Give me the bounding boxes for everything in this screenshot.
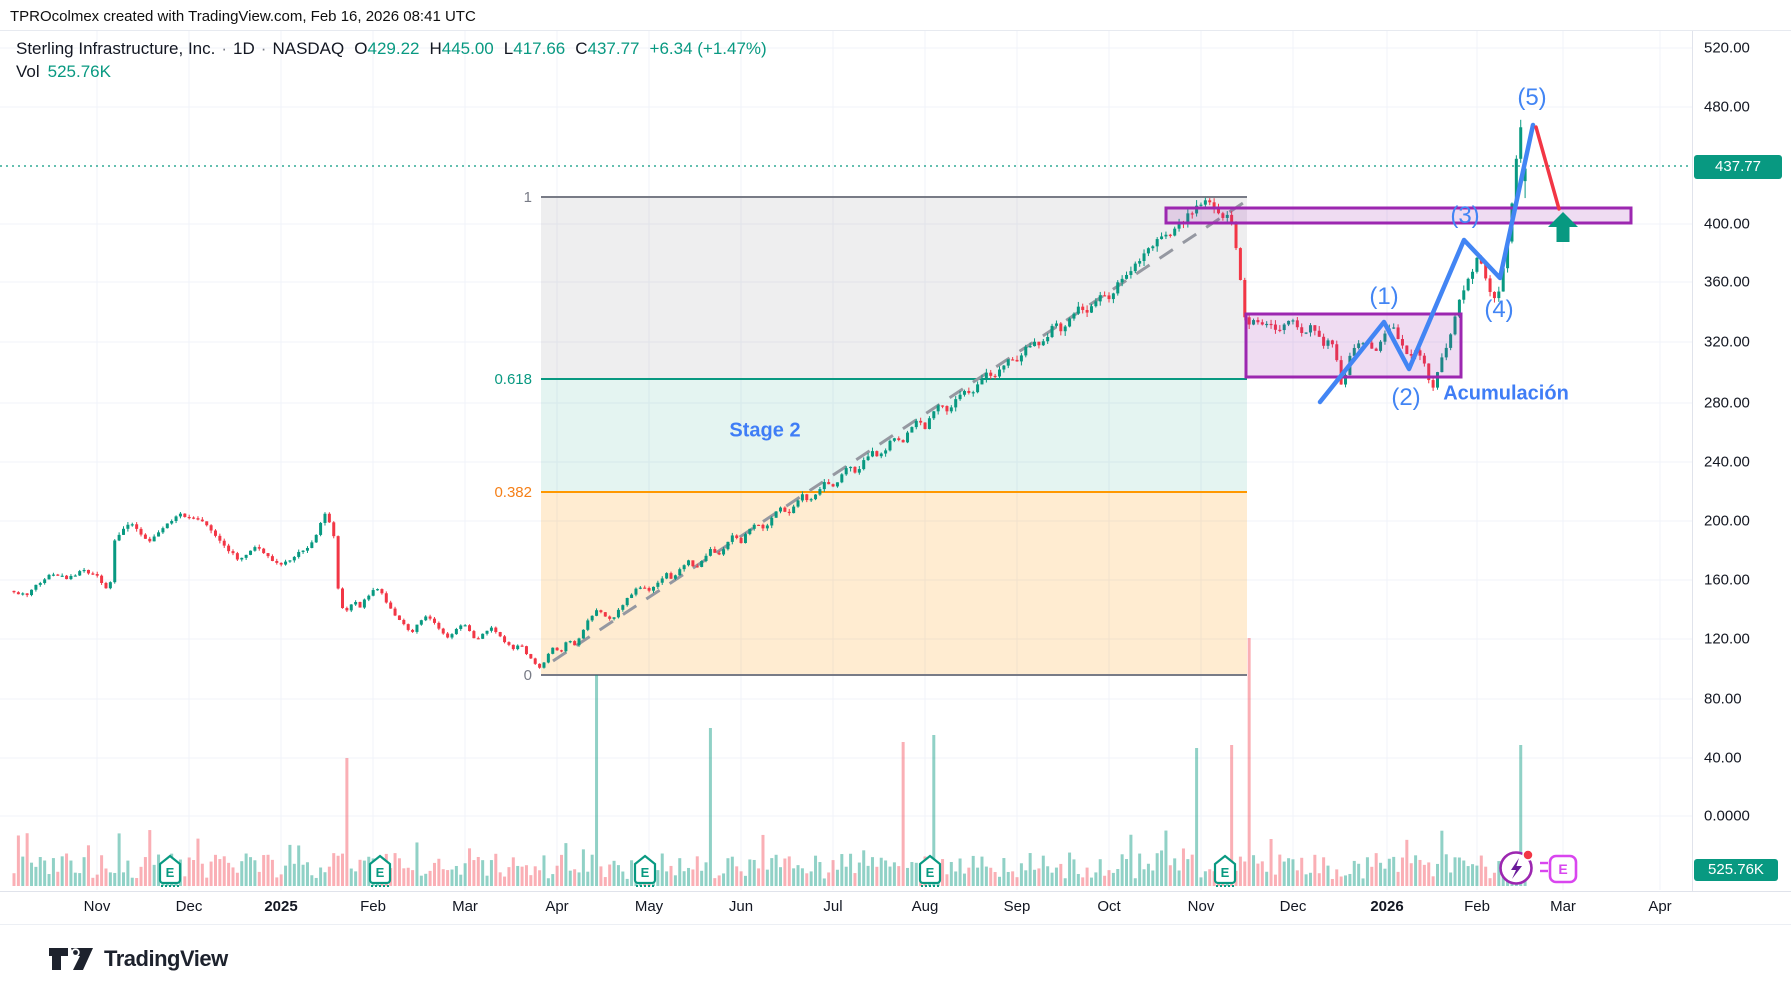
last-price-badge: 437.77 — [1694, 155, 1782, 179]
wave-label-2[interactable]: (2) — [1391, 384, 1421, 411]
earnings-badge[interactable]: E — [918, 854, 942, 887]
wave-label-1[interactable]: (1) — [1369, 283, 1399, 310]
symbol-title[interactable]: Sterling Infrastructure, Inc. — [16, 39, 216, 58]
tradingview-logo-icon — [49, 948, 93, 970]
svg-text:E: E — [1558, 861, 1567, 877]
svg-text:E: E — [166, 865, 175, 880]
time-tick-label[interactable]: Dec — [1279, 898, 1307, 915]
price-tick-label[interactable]: 360.00 — [1704, 273, 1750, 291]
time-tick-label[interactable]: Apr — [1648, 898, 1672, 915]
wave-label-5[interactable]: (5) — [1517, 84, 1547, 111]
price-tick-label[interactable]: 280.00 — [1704, 394, 1750, 412]
axis-divider-vertical — [1692, 31, 1693, 891]
price-tick-label[interactable]: 480.00 — [1704, 98, 1750, 116]
candlestick-series — [12, 119, 1527, 669]
price-tick-label[interactable]: 0.0000 — [1704, 807, 1750, 825]
exchange-label: NASDAQ — [272, 39, 345, 58]
volume-legend: Vol 525.76K — [16, 62, 111, 82]
footer-divider — [0, 924, 1791, 925]
low-value: 417.66 — [513, 39, 566, 58]
price-tick-label[interactable]: 400.00 — [1704, 215, 1750, 233]
earnings-badge[interactable]: E — [1213, 854, 1237, 887]
time-tick-label[interactable]: Dec — [175, 898, 203, 915]
wave-label-4[interactable]: (4) — [1484, 296, 1514, 323]
upcoming-earnings-icon[interactable] — [1548, 854, 1578, 884]
svg-text:E: E — [641, 865, 650, 880]
bottom-right-markers: E — [1499, 849, 1578, 885]
time-tick-label[interactable]: 2026 — [1370, 898, 1404, 915]
fib-zone — [541, 197, 1247, 379]
price-tick-label[interactable]: 520.00 — [1704, 39, 1750, 57]
buy-arrow-icon[interactable] — [1548, 212, 1578, 242]
volume-value: 525.76K — [47, 62, 111, 81]
time-tick-label[interactable]: Nov — [83, 898, 111, 915]
pullback-projection-line[interactable] — [1534, 125, 1561, 211]
price-tick-label[interactable]: 40.00 — [1704, 749, 1742, 767]
price-tick-label[interactable]: 80.00 — [1704, 690, 1742, 708]
tradingview-logo-text: TradingView — [104, 946, 228, 971]
price-tick-label[interactable]: 320.00 — [1704, 333, 1750, 351]
high-label: H — [429, 39, 442, 58]
time-tick-label[interactable]: May — [634, 898, 664, 915]
time-tick-label[interactable]: 2025 — [264, 898, 298, 915]
fib-zone — [541, 492, 1247, 675]
earnings-badge[interactable]: E — [633, 854, 657, 887]
axis-divider-horizontal — [0, 891, 1791, 892]
elliott-impulse-line[interactable] — [1317, 122, 1536, 405]
time-tick-label[interactable]: Aug — [911, 898, 939, 915]
price-tick-label[interactable]: 120.00 — [1704, 630, 1750, 648]
open-value: 429.22 — [367, 39, 420, 58]
fib-level-label: 0.618 — [494, 371, 532, 388]
fib-zone — [541, 379, 1247, 492]
close-value: 437.77 — [587, 39, 640, 58]
attribution-text: TPROcolmex created with TradingView.com,… — [10, 8, 476, 25]
symbol-legend: Sterling Infrastructure, Inc. · 1D · NASDAQ O… — [16, 39, 767, 59]
acumulacion-label[interactable]: Acumulación — [1443, 382, 1569, 405]
stage2-label[interactable]: Stage 2 — [729, 419, 801, 442]
interval-label[interactable]: 1D — [233, 39, 255, 58]
time-tick-label[interactable]: Mar — [1550, 898, 1576, 915]
earnings-badge[interactable]: E — [158, 854, 182, 887]
svg-text:E: E — [1221, 865, 1230, 880]
time-tick-label[interactable]: Feb — [360, 898, 386, 915]
volume-pane — [12, 638, 1527, 886]
time-tick-label[interactable]: Sep — [1003, 898, 1031, 915]
legend-separator: · — [260, 39, 267, 58]
fib-level-label: 0 — [524, 667, 532, 684]
volume-badge: 525.76K — [1694, 859, 1778, 881]
svg-text:E: E — [376, 865, 385, 880]
time-tick-label[interactable]: Jul — [823, 898, 843, 915]
high-value: 445.00 — [441, 39, 494, 58]
close-label: C — [575, 39, 588, 58]
tradingview-logo[interactable]: TradingView — [48, 946, 228, 972]
price-tick-label[interactable]: 160.00 — [1704, 571, 1750, 589]
alert-dot-icon — [1522, 849, 1534, 861]
low-label: L — [503, 39, 514, 58]
change-value: +6.34 (+1.47%) — [649, 39, 767, 58]
time-tick-label[interactable]: Apr — [545, 898, 569, 915]
time-tick-label[interactable]: Oct — [1097, 898, 1121, 915]
time-tick-label[interactable]: Jun — [728, 898, 754, 915]
time-tick-label[interactable]: Mar — [452, 898, 478, 915]
svg-text:E: E — [926, 865, 935, 880]
open-label: O — [354, 39, 368, 58]
time-tick-label[interactable]: Nov — [1187, 898, 1215, 915]
wave-label-3[interactable]: (3) — [1450, 202, 1480, 229]
top-divider — [0, 30, 1791, 31]
price-tick-label[interactable]: 240.00 — [1704, 453, 1750, 471]
fib-level-label: 1 — [524, 189, 532, 206]
accumulation-box[interactable] — [1244, 312, 1463, 379]
fib-level-label: 0.382 — [494, 484, 532, 501]
price-tick-label[interactable]: 200.00 — [1704, 512, 1750, 530]
volume-label: Vol — [16, 62, 40, 81]
legend-separator: · — [221, 39, 228, 58]
earnings-badge[interactable]: E — [368, 854, 392, 887]
time-tick-label[interactable]: Feb — [1464, 898, 1490, 915]
